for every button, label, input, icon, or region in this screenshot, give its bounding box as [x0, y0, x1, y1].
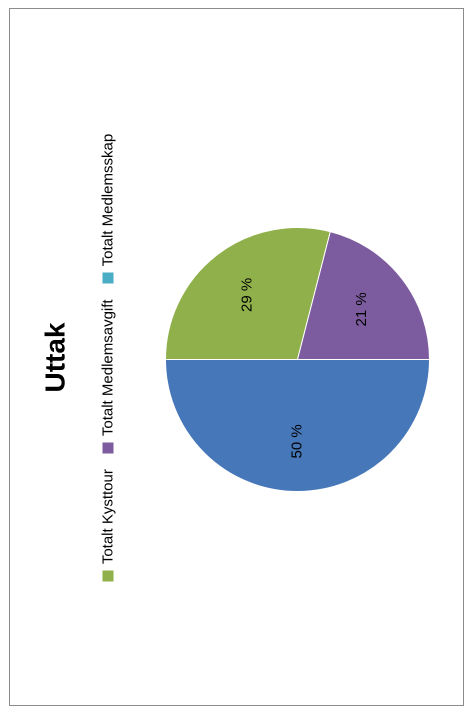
pie-slice-1: [296, 231, 431, 360]
pie-data-label-1: 21 %: [353, 292, 370, 326]
pie-data-label-0: 29 %: [238, 278, 255, 312]
pie-slice-2: [164, 359, 431, 492]
pie-slice-0: [164, 227, 331, 360]
rotated-chart: Uttak Totalt Kysttour Totalt Medlemsavgi…: [10, 9, 463, 705]
pie-chart: 29 % 21 % 50 %: [164, 227, 431, 492]
chart-frame: Uttak Totalt Kysttour Totalt Medlemsavgi…: [9, 8, 464, 706]
pie-data-label-2: 50 %: [288, 424, 305, 458]
